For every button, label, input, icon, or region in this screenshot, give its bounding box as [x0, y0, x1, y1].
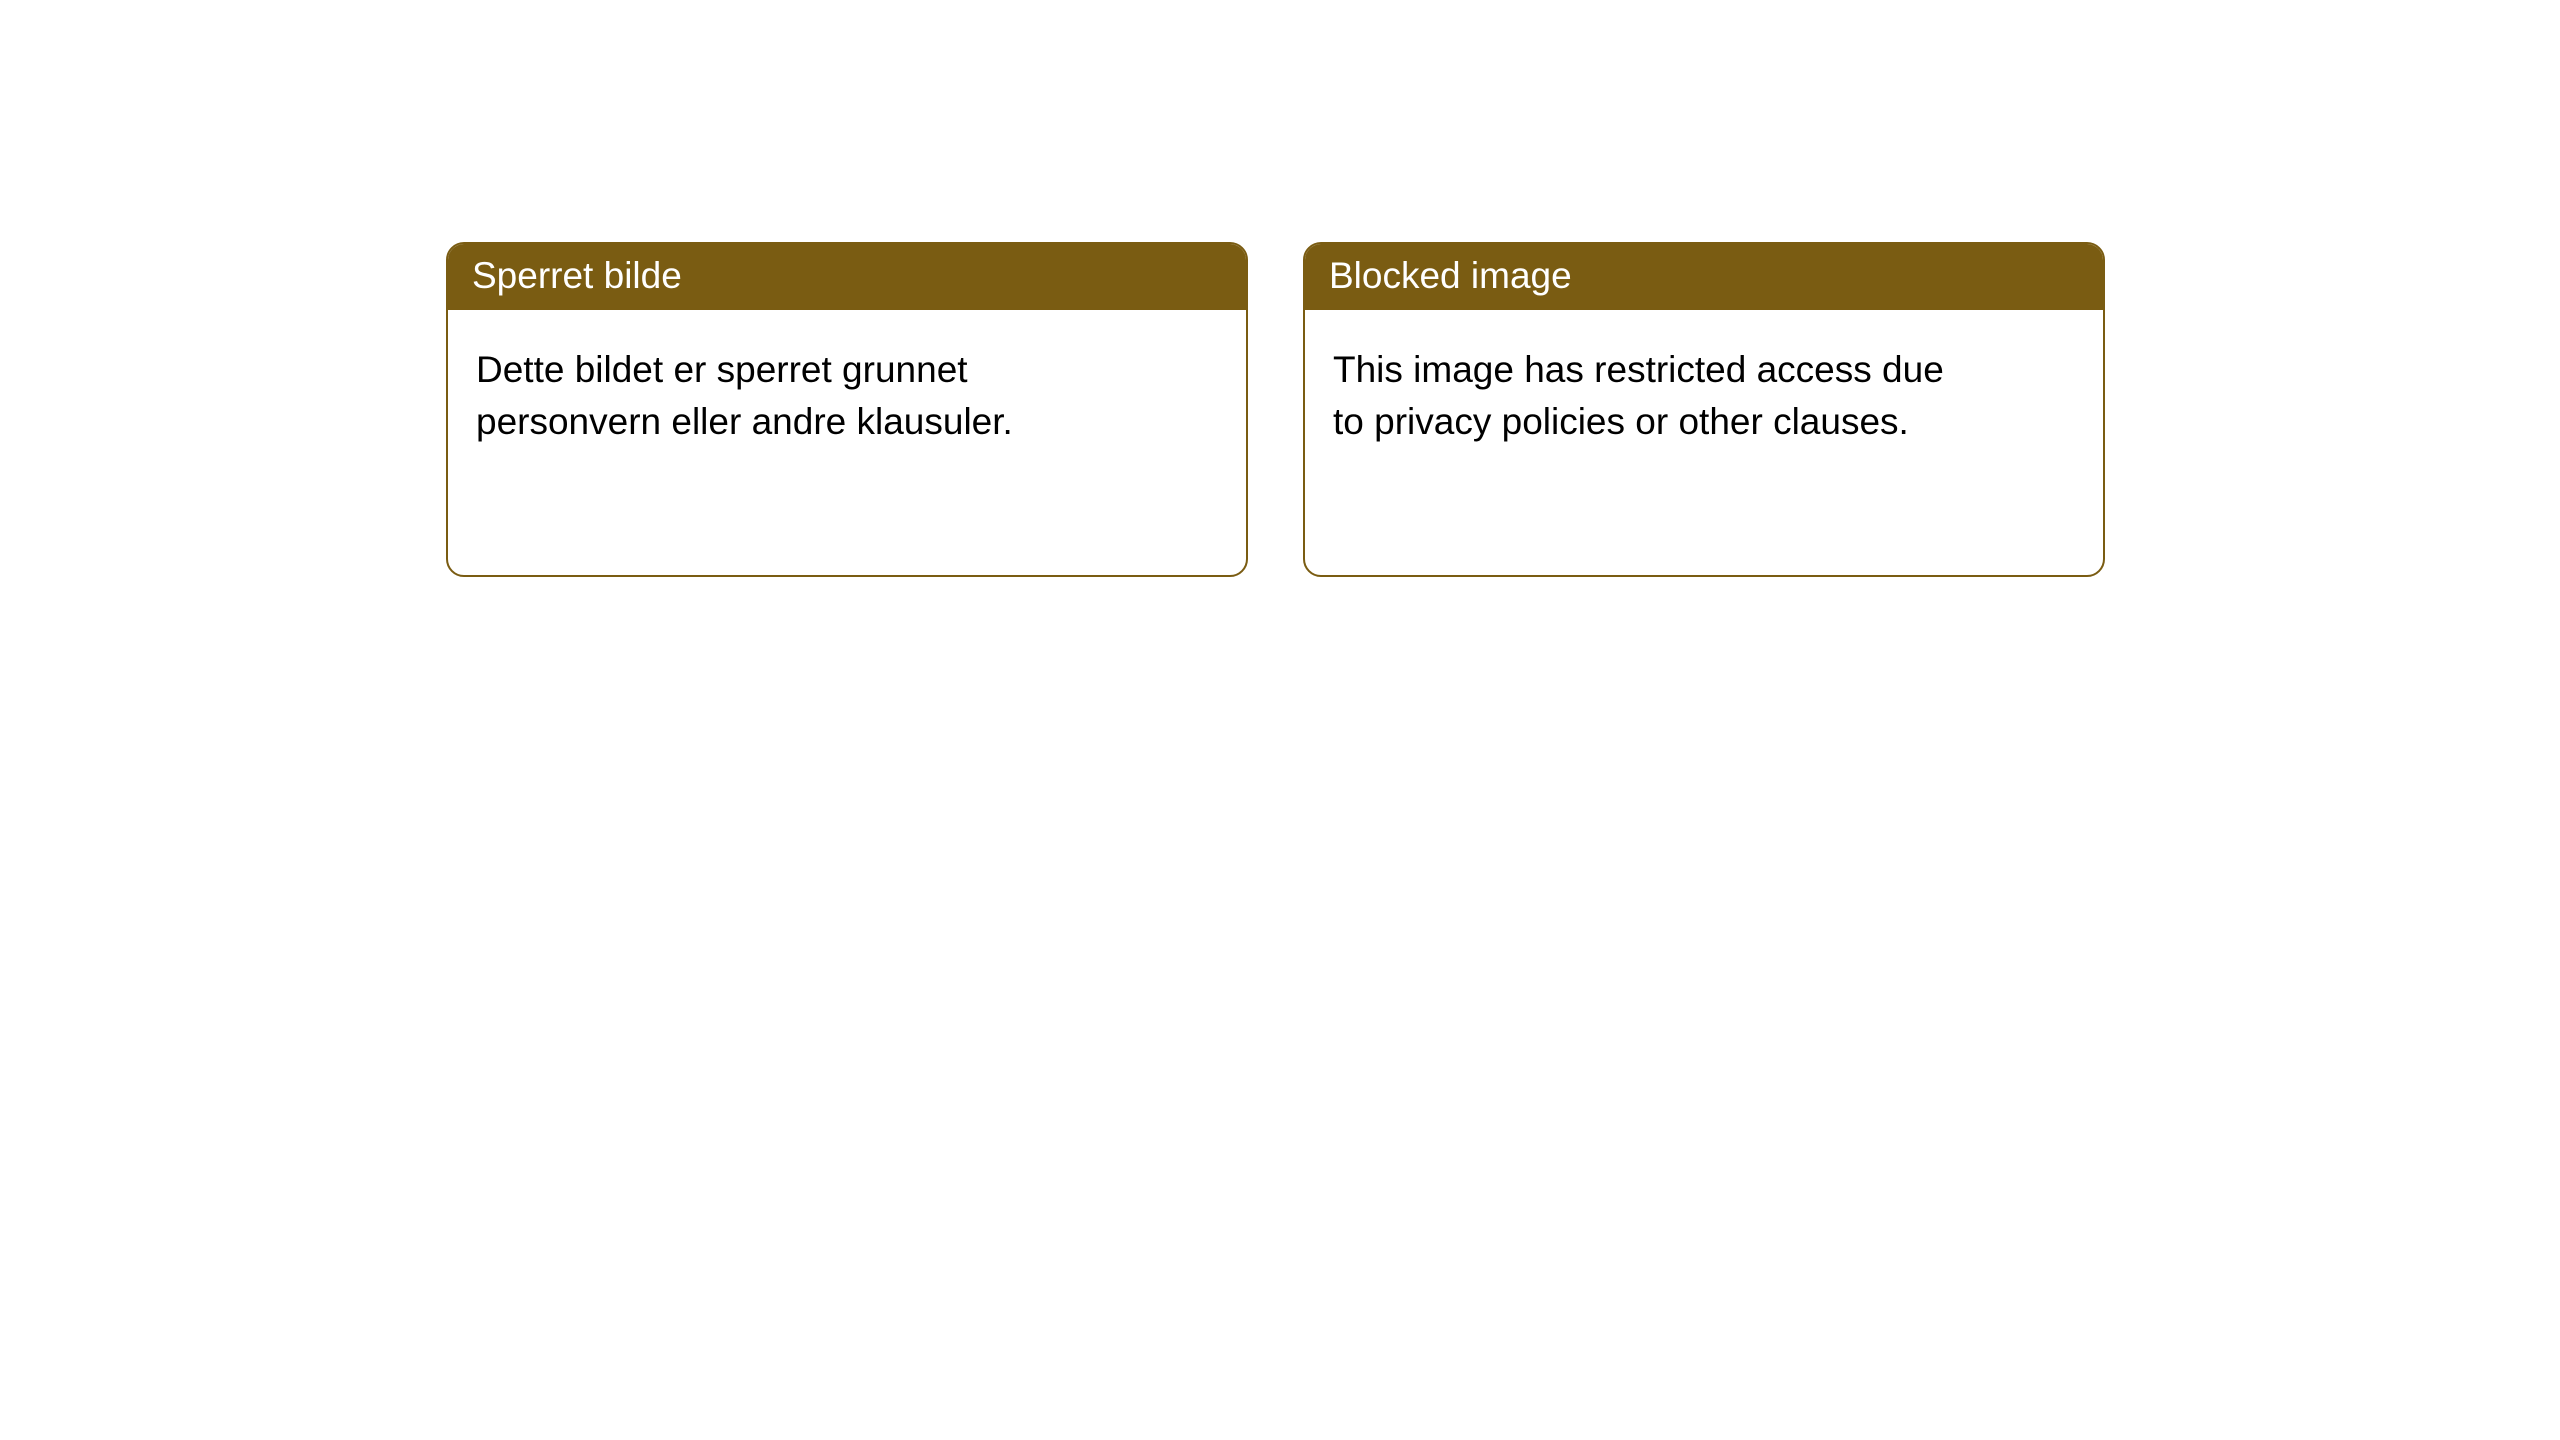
notice-body: Dette bildet er sperret grunnet personve…	[448, 310, 1128, 482]
notice-card-english: Blocked image This image has restricted …	[1303, 242, 2105, 577]
notice-container: Sperret bilde Dette bildet er sperret gr…	[0, 0, 2560, 577]
notice-card-norwegian: Sperret bilde Dette bildet er sperret gr…	[446, 242, 1248, 577]
notice-body: This image has restricted access due to …	[1305, 310, 1985, 482]
notice-header: Sperret bilde	[448, 244, 1246, 310]
notice-header: Blocked image	[1305, 244, 2103, 310]
